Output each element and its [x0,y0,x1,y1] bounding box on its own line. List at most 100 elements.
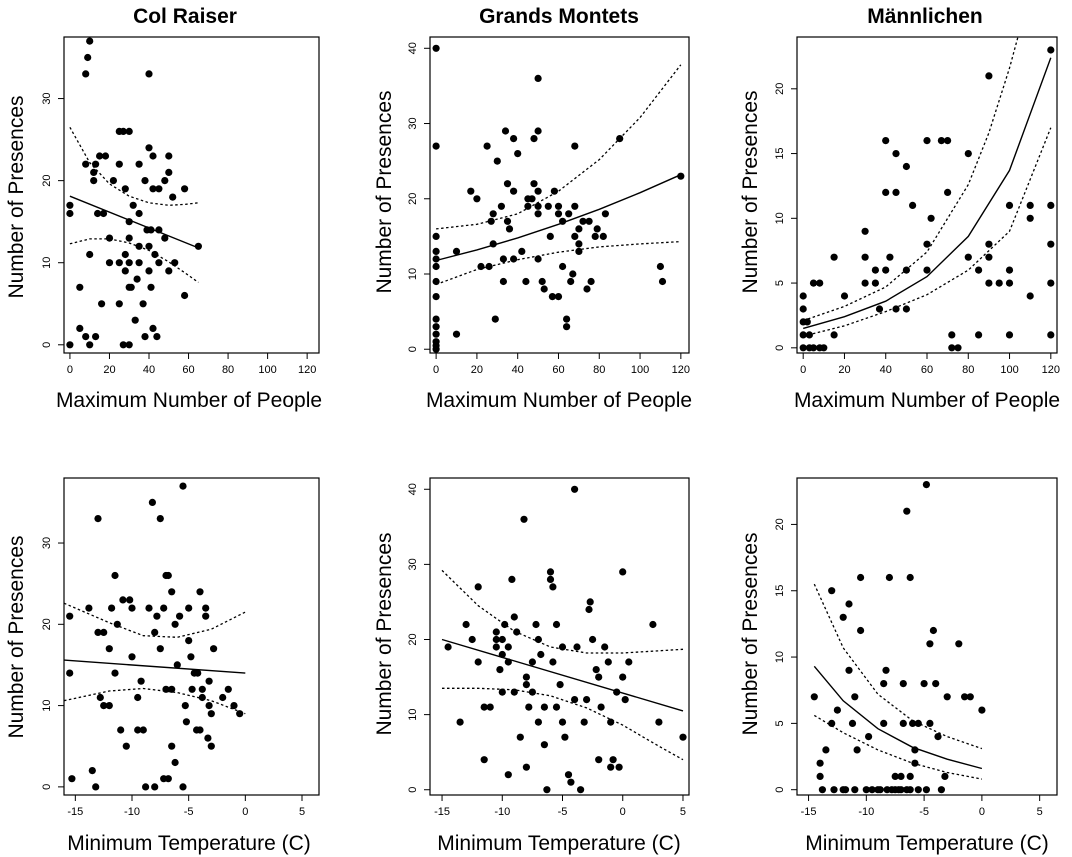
data-point [522,763,531,771]
data-point [156,515,164,523]
data-point [865,733,873,741]
data-point [906,772,914,781]
lower-confidence-band [803,127,1052,337]
data-point [558,643,567,651]
data-point [84,53,92,62]
data-point [509,187,518,195]
data-point [179,482,187,490]
y-tick-label: 10 [774,651,786,663]
data-point [134,693,142,702]
x-tick-label: 100 [1000,364,1018,376]
x-tick-label: 100 [631,364,649,376]
data-point [492,628,500,636]
data-point [486,703,494,711]
data-point [151,628,159,637]
data-point [532,620,540,629]
upper-confidence-band [69,126,199,206]
data-point [498,650,506,659]
data-point [554,202,563,210]
data-point [851,693,859,701]
data-point [868,786,876,794]
data-point [549,658,557,666]
data-point [1047,46,1055,54]
data-point [86,341,94,349]
data-point [902,305,911,313]
data-point [503,180,512,188]
data-point [1047,279,1055,287]
data-point [585,605,593,614]
data-point [534,127,542,135]
data-point [579,217,587,225]
data-point [926,719,934,728]
data-point [119,341,127,349]
data-point [129,201,137,209]
data-point [875,305,884,313]
regression-fit-line [803,57,1052,330]
data-point [171,620,179,628]
y-axis-label: Number of Presences [373,532,396,735]
data-point [534,202,542,210]
data-point [534,210,542,218]
data-point [105,702,113,710]
data-point [595,673,603,681]
data-point [92,160,100,168]
data-point [100,628,108,637]
data-point [597,703,605,711]
data-point [514,150,522,158]
y-tick-label: 0 [407,346,419,352]
data-point [121,267,129,275]
x-tick-label: -15 [434,806,450,818]
data-point [964,150,972,158]
y-tick-label: 40 [407,483,419,495]
data-point [809,344,818,352]
data-point [799,292,807,300]
data-point [923,137,931,145]
data-point [1005,266,1014,274]
data-point [625,658,633,666]
data-point [510,613,518,621]
data-point [995,279,1003,287]
data-point [799,331,807,339]
data-point [113,620,121,628]
x-tick-label: 0 [800,364,806,376]
data-point [575,240,583,248]
data-point [546,575,555,584]
data-point [810,693,818,701]
data-point [522,681,531,689]
data-point [137,677,145,685]
data-point [833,706,842,714]
data-point [911,746,919,754]
y-tick-label: 10 [41,257,53,269]
x-tick-label: -10 [858,806,874,818]
data-point [161,177,169,185]
x-tick-label: 100 [258,364,276,376]
x-tick-label: 20 [838,364,850,376]
data-point [85,604,93,612]
data-point [508,575,516,584]
data-point [649,620,657,629]
data-point [164,775,172,783]
data-point [489,240,497,248]
data-point [820,344,828,352]
y-tick-label: 0 [774,345,786,351]
data-point [891,772,899,781]
panel-col-raiser-people: Maximum Number of People Number of Prese… [5,36,322,412]
data-point [480,756,488,764]
data-point [210,645,218,653]
data-point [196,588,204,596]
plot-frame [429,477,690,796]
data-point [609,756,617,764]
data-point [142,783,150,791]
data-point [564,771,573,779]
data-point [66,341,74,349]
x-tick-label: -5 [919,806,929,818]
data-point [147,283,155,291]
data-point [489,210,497,218]
data-point [432,341,440,350]
data-point [592,666,600,674]
data-point [922,786,931,794]
upper-confidence-band [441,569,684,654]
data-point [1026,201,1034,209]
x-tick-label: 60 [921,364,933,376]
